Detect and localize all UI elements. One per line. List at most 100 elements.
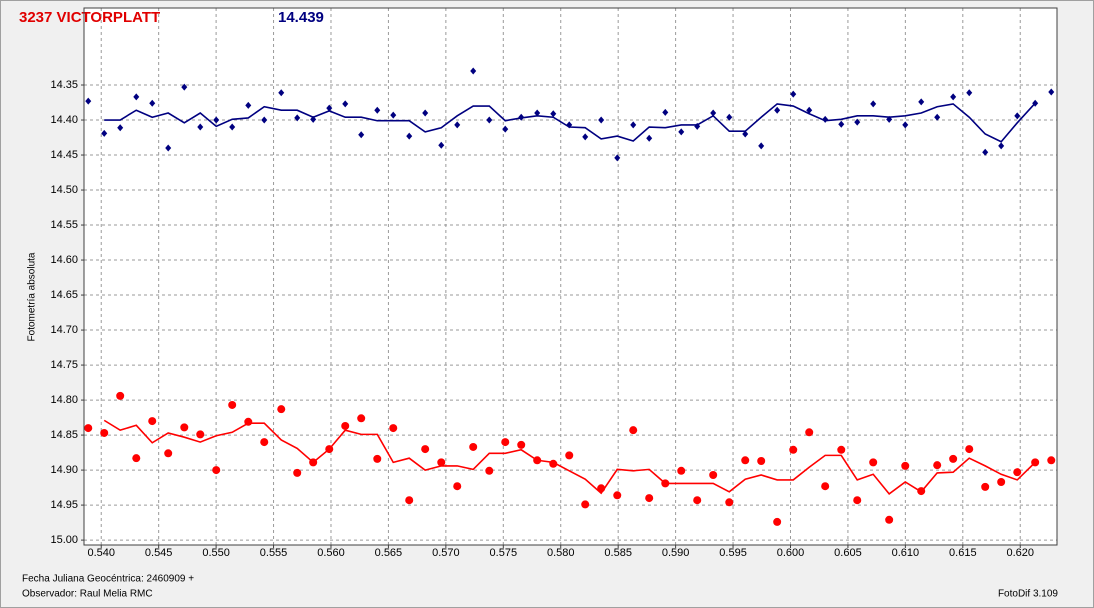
- footer-software: FotoDif 3.109: [998, 589, 1058, 600]
- data-point: [677, 466, 686, 475]
- marks: [84, 67, 1056, 526]
- data-point: [293, 468, 302, 477]
- footer-observer: Observador: Raul Melia RMC: [22, 589, 153, 600]
- data-point: [709, 470, 718, 479]
- data-point: [84, 424, 93, 433]
- magnitude: 14.439: [278, 9, 324, 26]
- data-point: [693, 496, 702, 505]
- data-point: [661, 479, 670, 488]
- data-point: [294, 114, 301, 122]
- data-point: [165, 144, 172, 152]
- y-tick-label: 14.45: [50, 149, 78, 161]
- data-point: [469, 442, 478, 451]
- y-axis-label: Fotometría absoluta: [27, 252, 38, 341]
- data-point: [870, 100, 877, 108]
- data-point: [581, 500, 590, 509]
- data-point: [950, 93, 957, 101]
- data-point: [917, 487, 926, 496]
- data-point: [101, 129, 108, 137]
- data-point: [228, 400, 237, 409]
- data-point: [741, 456, 750, 465]
- data-point: [1047, 456, 1056, 465]
- data-point: [773, 517, 782, 526]
- y-tick-label: 14.70: [50, 324, 78, 336]
- plot-border: [83, 7, 1058, 546]
- data-point: [1014, 112, 1021, 120]
- data-point: [613, 491, 622, 500]
- data-point: [630, 121, 637, 129]
- data-point: [277, 405, 286, 414]
- y-tick-label: 14.80: [50, 394, 78, 406]
- data-point: [645, 494, 654, 503]
- data-point: [582, 133, 589, 141]
- x-tick-label: 0.585: [604, 547, 632, 559]
- x-tick-label: 0.555: [260, 547, 288, 559]
- footer-date: Fecha Juliana Geocéntrica: 2460909 +: [22, 574, 194, 585]
- data-point: [918, 98, 925, 106]
- data-point: [454, 121, 461, 129]
- data-point: [278, 89, 285, 97]
- x-tick-label: 0.560: [317, 547, 345, 559]
- data-point: [965, 445, 974, 454]
- data-point: [678, 128, 685, 136]
- x-tick-label: 0.600: [777, 547, 805, 559]
- data-point: [470, 67, 477, 75]
- data-point: [341, 421, 350, 430]
- data-point: [1048, 88, 1055, 96]
- data-point: [758, 142, 765, 150]
- x-tick-label: 0.605: [834, 547, 862, 559]
- data-point: [966, 89, 973, 97]
- data-point: [405, 496, 414, 505]
- data-point: [662, 108, 669, 116]
- data-point: [565, 451, 574, 460]
- data-point: [1031, 458, 1040, 467]
- y-tick-label: 14.95: [50, 499, 78, 511]
- plot-area: [84, 8, 1057, 545]
- data-point: [901, 461, 910, 470]
- y-tick-label: 14.75: [50, 359, 78, 371]
- y-tick-label: 14.85: [50, 429, 78, 441]
- data-point: [374, 106, 381, 114]
- data-point: [597, 484, 606, 493]
- data-point: [789, 445, 798, 454]
- data-point: [229, 123, 236, 131]
- data-point: [373, 454, 382, 463]
- data-point: [790, 90, 797, 98]
- chart-title: 3237 VICTORPLATT: [19, 9, 160, 26]
- data-point: [981, 482, 990, 491]
- x-tick-label: 0.540: [87, 547, 115, 559]
- data-point: [886, 115, 893, 123]
- data-point: [982, 148, 989, 156]
- data-point: [517, 440, 526, 449]
- data-point: [357, 414, 366, 423]
- data-point: [550, 110, 557, 118]
- data-point: [534, 109, 541, 117]
- data-point: [389, 424, 398, 433]
- data-point: [148, 417, 157, 426]
- data-point: [406, 132, 413, 140]
- x-tick-label: 0.570: [432, 547, 460, 559]
- x-tick-label: 0.580: [547, 547, 575, 559]
- data-point: [325, 445, 334, 454]
- y-tick-label: 14.40: [50, 114, 78, 126]
- data-point: [437, 458, 446, 467]
- data-point: [726, 113, 733, 121]
- data-point: [181, 83, 188, 91]
- data-point: [85, 97, 92, 105]
- data-point: [342, 100, 349, 108]
- data-point: [485, 466, 494, 475]
- data-point: [245, 101, 252, 109]
- data-point: [244, 417, 253, 426]
- y-tick-label: 14.90: [50, 464, 78, 476]
- data-point: [1032, 99, 1039, 107]
- data-point: [854, 118, 861, 126]
- data-point: [260, 438, 269, 447]
- data-point: [180, 423, 189, 432]
- grid: [84, 8, 1057, 545]
- data-point: [821, 482, 830, 491]
- data-point: [646, 134, 653, 142]
- data-point: [422, 109, 429, 117]
- data-point: [390, 111, 397, 119]
